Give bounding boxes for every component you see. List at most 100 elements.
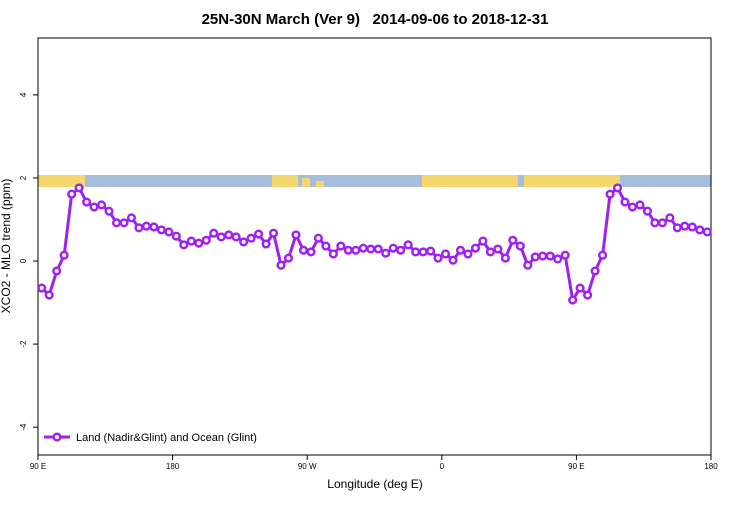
legend: Land (Nadir&Glint) and Ocean (Glint) — [44, 432, 257, 444]
data-point — [485, 247, 495, 257]
data-point — [515, 241, 525, 251]
data-point — [171, 231, 181, 241]
data-point — [149, 222, 159, 232]
data-point — [635, 200, 645, 210]
data-point — [598, 250, 608, 260]
data-point — [358, 243, 368, 253]
data-point — [583, 290, 593, 300]
land-band — [316, 181, 324, 187]
data-point — [156, 225, 166, 235]
data-point — [291, 230, 301, 240]
y-tick-label: -4 — [19, 423, 28, 431]
data-point — [186, 236, 196, 246]
data-point — [642, 206, 652, 216]
data-point — [283, 253, 294, 263]
data-point — [568, 295, 578, 305]
data-point — [321, 241, 331, 251]
data-point — [269, 228, 279, 238]
data-point — [209, 228, 219, 238]
data-point — [351, 245, 361, 255]
land-band — [302, 178, 310, 187]
land-band — [38, 175, 85, 187]
data-point — [59, 250, 69, 260]
data-point — [388, 243, 398, 253]
data-point — [680, 221, 690, 231]
x-axis-label: Longitude (deg E) — [327, 477, 422, 491]
data-point — [246, 233, 256, 243]
data-point — [426, 246, 436, 256]
series-line — [40, 185, 708, 305]
data-point — [306, 247, 316, 257]
y-tick-label: 2 — [19, 175, 28, 180]
data-point — [530, 252, 540, 262]
data-point — [523, 260, 533, 270]
data-point — [478, 236, 488, 246]
data-point — [89, 202, 99, 212]
data-point — [560, 250, 570, 260]
x-tick-label: 0 — [440, 462, 445, 471]
data-point — [575, 283, 585, 293]
data-point — [545, 251, 555, 261]
data-point — [508, 235, 518, 245]
data-point — [343, 245, 353, 255]
land-ocean-band — [38, 175, 711, 187]
data-point — [97, 200, 107, 210]
data-point — [141, 221, 151, 231]
data-point — [702, 227, 712, 237]
data-point — [553, 254, 563, 264]
data-point — [201, 235, 211, 245]
data-point — [67, 189, 77, 199]
data-point — [418, 247, 428, 257]
data-point — [493, 244, 503, 254]
data-point — [650, 218, 660, 228]
data-point — [373, 244, 383, 254]
data-point — [381, 248, 391, 258]
data-point — [224, 230, 234, 240]
data-point — [126, 213, 137, 223]
data-point — [44, 290, 54, 300]
data-point — [396, 245, 406, 255]
chart-title: 25N-30N March (Ver 9) 2014-09-06 to 2018… — [202, 11, 549, 28]
data-point — [261, 239, 271, 249]
data-point — [440, 249, 451, 259]
data-point — [687, 222, 697, 232]
data-point — [134, 223, 144, 233]
data-point — [298, 245, 309, 255]
data-point — [216, 232, 226, 242]
land-band — [524, 175, 620, 187]
data-point — [433, 253, 443, 263]
data-point — [119, 218, 129, 228]
land-band — [422, 175, 518, 187]
legend-label: Land (Nadir&Glint) and Ocean (Glint) — [76, 432, 257, 444]
data-point — [104, 206, 114, 216]
data-point — [590, 266, 600, 276]
data-point — [254, 229, 264, 239]
data-point — [37, 283, 47, 293]
data-point — [470, 243, 481, 253]
data-point — [179, 240, 189, 250]
y-axis-label: XCO2 - MLO trend (ppm) — [0, 179, 13, 314]
data-point — [620, 197, 630, 207]
x-tick-label: 90 E — [568, 462, 584, 471]
data-point — [612, 183, 623, 193]
x-tick-label: 180 — [166, 462, 180, 471]
data-point — [500, 253, 510, 263]
data-point — [52, 266, 62, 276]
x-tick-label: 180 — [704, 462, 718, 471]
data-point — [455, 245, 466, 255]
y-tick-label: -2 — [19, 340, 28, 348]
data-point — [336, 241, 346, 251]
data-point — [164, 227, 174, 237]
data-point — [448, 255, 458, 265]
data-point — [411, 247, 421, 257]
plot-frame — [37, 37, 712, 456]
data-point — [463, 249, 473, 259]
legend-marker — [52, 432, 62, 442]
data-point — [313, 233, 323, 243]
data-point — [74, 183, 84, 193]
y-tick-label: 0 — [19, 258, 28, 263]
x-tick-label: 90 W — [298, 462, 317, 471]
x-tick-label: 90 E — [30, 462, 46, 471]
data-point — [276, 260, 286, 270]
